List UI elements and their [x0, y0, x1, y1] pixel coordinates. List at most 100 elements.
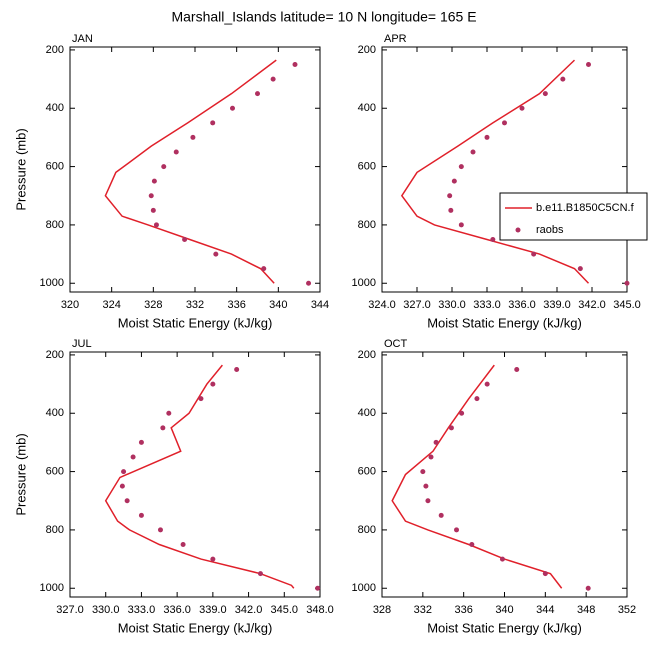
raobs-point: [560, 76, 566, 82]
raobs-point: [531, 251, 537, 257]
raobs-point: [198, 396, 204, 402]
raobs-point: [420, 469, 426, 475]
raobs-point: [257, 571, 263, 577]
legend-box: [499, 192, 648, 241]
y-tick-label: 1000: [40, 582, 64, 594]
y-tick-label: 600: [358, 160, 376, 172]
raobs-point: [121, 469, 127, 475]
raobs-point: [292, 62, 298, 67]
model-line: [104, 59, 277, 284]
plot-frame: [69, 46, 321, 293]
x-tick-label: 336: [227, 299, 245, 311]
raobs-point: [190, 134, 196, 140]
y-axis-label: Pressure (mb): [13, 128, 28, 210]
y-tick-label: 200: [46, 349, 64, 361]
panel-title: APR: [384, 33, 407, 45]
raobs-point: [153, 222, 159, 228]
raobs-point: [469, 542, 475, 547]
raobs-point: [470, 149, 476, 155]
x-tick-label: 348.0: [306, 604, 334, 616]
raobs-point: [210, 381, 216, 387]
y-tick-label: 1000: [40, 277, 64, 289]
y-tick-label: 400: [46, 102, 64, 114]
raobs-point: [499, 556, 505, 562]
y-tick-label: 400: [46, 407, 64, 419]
raobs-point: [138, 439, 144, 445]
x-tick-label: 345.0: [271, 604, 299, 616]
plot-frame: [381, 46, 628, 293]
raobs-point: [213, 251, 219, 257]
y-tick-label: 600: [358, 465, 376, 477]
raobs-point: [484, 134, 490, 140]
chart-title: Marshall_Islands latitude= 10 N longitud…: [171, 9, 476, 25]
raobs-point: [433, 439, 439, 445]
y-tick-label: 800: [46, 524, 64, 536]
raobs-point: [577, 266, 583, 272]
x-tick-label: 348: [577, 604, 595, 616]
panel-title: OCT: [384, 338, 408, 350]
raobs-point: [210, 120, 216, 126]
legend-marker: [515, 227, 521, 233]
x-tick-label: 336.0: [508, 299, 536, 311]
x-tick-label: 333.0: [128, 604, 156, 616]
model-line: [104, 364, 295, 589]
raobs-point: [459, 410, 465, 416]
x-axis-label: Moist Static Energy (kJ/kg): [118, 620, 273, 635]
x-tick-label: 339.0: [543, 299, 571, 311]
raobs-point: [150, 207, 156, 213]
x-tick-label: 324: [102, 299, 120, 311]
y-tick-label: 200: [358, 349, 376, 361]
x-tick-label: 336: [454, 604, 472, 616]
y-tick-label: 400: [358, 407, 376, 419]
raobs-point: [490, 237, 496, 242]
raobs-point: [585, 585, 591, 591]
x-tick-label: 332: [186, 299, 204, 311]
raobs-point: [458, 164, 464, 170]
x-tick-label: 330.0: [92, 604, 120, 616]
raobs-point: [234, 367, 240, 372]
raobs-point: [438, 512, 444, 518]
x-tick-label: 324.0: [368, 299, 396, 311]
y-tick-label: 200: [358, 44, 376, 56]
x-tick-label: 352: [618, 604, 636, 616]
raobs-point: [542, 91, 548, 97]
x-tick-label: 332: [414, 604, 432, 616]
raobs-point: [484, 381, 490, 387]
raobs-point: [447, 193, 453, 199]
raobs-point: [451, 178, 457, 184]
raobs-point: [157, 527, 163, 533]
raobs-point: [624, 280, 630, 286]
legend-label: b.e11.B1850C5CN.f: [536, 202, 635, 214]
raobs-point: [425, 498, 431, 504]
raobs-point: [448, 207, 454, 213]
raobs-point: [454, 527, 460, 533]
raobs-point: [151, 178, 157, 184]
raobs-point: [542, 571, 548, 577]
raobs-point: [270, 76, 276, 82]
raobs-point: [173, 149, 179, 155]
y-tick-label: 600: [46, 465, 64, 477]
raobs-point: [160, 425, 166, 431]
panel-title: JUL: [72, 338, 92, 350]
y-tick-label: 400: [358, 102, 376, 114]
raobs-point: [161, 164, 167, 170]
raobs-point: [315, 585, 321, 591]
plot-frame: [69, 351, 321, 598]
raobs-point: [428, 454, 434, 460]
y-tick-label: 800: [46, 219, 64, 231]
x-tick-label: 327.0: [56, 604, 84, 616]
legend-label: raobs: [536, 224, 564, 236]
x-tick-label: 333.0: [473, 299, 501, 311]
raobs-point: [519, 105, 525, 111]
x-tick-label: 344: [311, 299, 329, 311]
raobs-point: [474, 396, 480, 402]
x-tick-label: 340: [269, 299, 287, 311]
x-tick-label: 339.0: [199, 604, 227, 616]
x-axis-label: Moist Static Energy (kJ/kg): [427, 315, 582, 330]
y-axis-label: Pressure (mb): [13, 433, 28, 515]
x-tick-label: 328: [373, 604, 391, 616]
y-tick-label: 800: [358, 219, 376, 231]
raobs-point: [182, 237, 188, 242]
x-tick-label: 340: [495, 604, 513, 616]
raobs-point: [458, 222, 464, 228]
